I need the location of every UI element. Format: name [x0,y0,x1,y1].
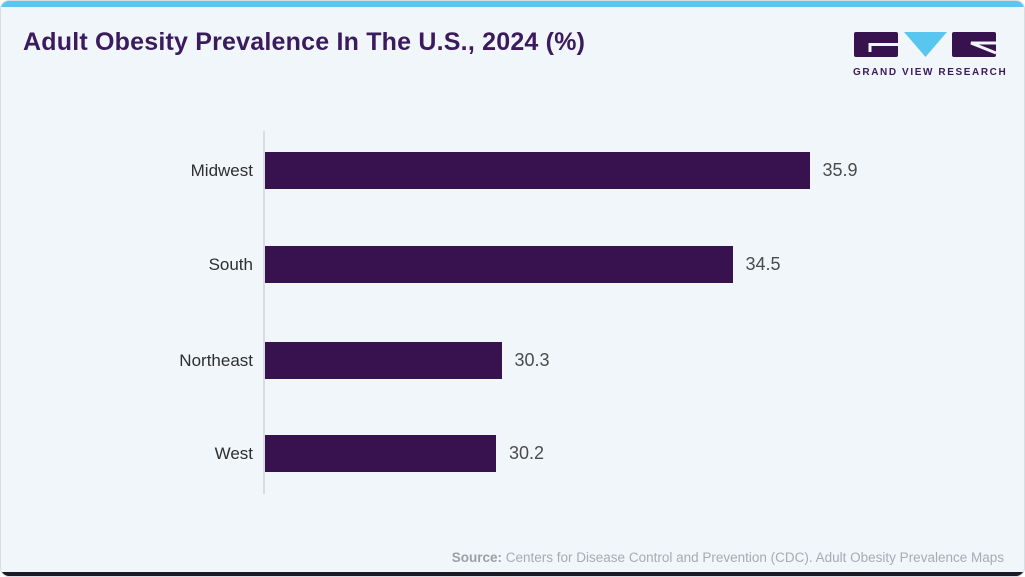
bar-chart: Midwest 35.9 South 34.5 Northeast 30.3 West 30.… [179,131,1003,494]
accent-top-bar [1,1,1024,7]
value-label: 30.2 [509,443,545,463]
category-label: Northeast [179,350,253,370]
gvr-logo-icon [854,32,997,57]
chart-row: West 30.2 [215,435,1003,472]
value-label: 35.9 [822,160,858,180]
source-label: Source: [451,550,503,565]
grand-view-research-logo: GRAND VIEW RESEARCH [853,31,1008,78]
logo-wordmark: GRAND VIEW RESEARCH [853,67,1008,78]
value-label: 30.3 [514,350,550,370]
chart-row: Northeast 30.3 [179,342,1003,379]
source-text: Centers for Disease Control and Preventi… [502,550,1004,565]
chart-title: Adult Obesity Prevalence In The U.S., 20… [23,28,586,56]
y-axis-line [263,131,265,494]
category-label: South [208,254,253,274]
value-label: 34.5 [745,254,781,274]
category-label: Midwest [190,160,253,180]
chart-row: South 34.5 [209,246,1003,283]
bar [265,435,496,472]
source-note: Source: Centers for Disease Control and … [452,550,1004,565]
category-label: West [214,443,253,463]
bottom-border-bar [1,572,1024,576]
chart-row: Midwest 35.9 [191,152,1003,189]
bar [265,342,502,379]
bar [265,246,733,283]
bar [265,152,810,189]
